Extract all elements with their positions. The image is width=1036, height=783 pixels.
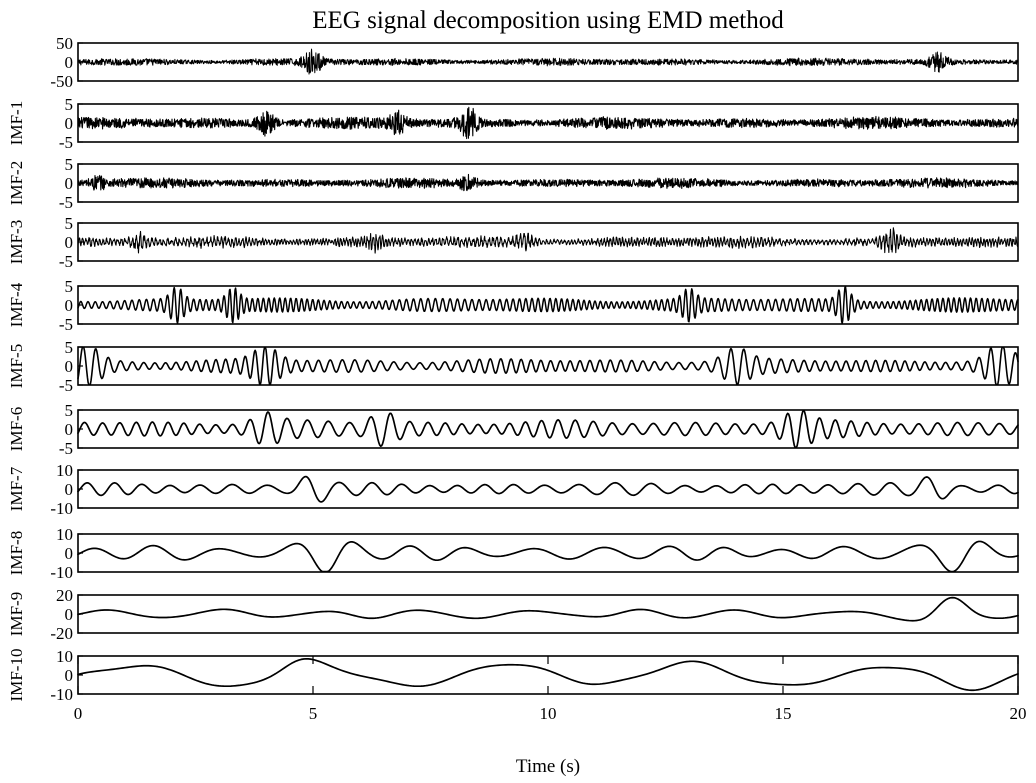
x-tick-label: 20 <box>1010 704 1027 723</box>
series-line-9 <box>77 596 1019 622</box>
panel-imf-2: 50-5 IMF-2 <box>7 155 1019 212</box>
y-axis-label: IMF-8 <box>7 531 26 575</box>
panel-imf-9: 200-20 IMF-9 <box>7 586 1019 643</box>
series-line-1 <box>77 106 1019 140</box>
y-tick-label: 5 <box>65 95 74 114</box>
y-tick-label: 5 <box>65 214 74 233</box>
y-tick-label: 50 <box>56 34 73 53</box>
y-tick-label: -5 <box>59 376 73 395</box>
y-tick-label: 0 <box>65 666 74 685</box>
y-tick-label: -5 <box>59 315 73 334</box>
axes-frame <box>77 469 1019 509</box>
x-tick-label: 15 <box>775 704 792 723</box>
x-tick-label: 10 <box>540 704 557 723</box>
y-axis-label: IMF-10 <box>7 649 26 702</box>
y-tick-label: -5 <box>59 133 73 152</box>
panel-imf-1: 50-5 IMF-1 <box>7 95 1019 152</box>
y-tick-label: 5 <box>65 277 74 296</box>
y-tick-label: -5 <box>59 252 73 271</box>
y-tick-label: -10 <box>50 685 73 704</box>
y-tick-label: 10 <box>56 647 73 666</box>
series-line-3 <box>77 227 1019 254</box>
y-tick-label: -5 <box>59 439 73 458</box>
panel-imf-7: 100-10 IMF-7 <box>7 461 1019 518</box>
y-tick-label: 0 <box>65 357 74 376</box>
y-tick-label: -10 <box>50 499 73 518</box>
y-axis-label: IMF-5 <box>7 344 26 388</box>
axes-frame <box>77 533 1019 573</box>
panel-imf-8: 100-10 IMF-8 <box>7 525 1019 582</box>
panel-imf-3: 50-5 IMF-3 <box>7 214 1019 271</box>
y-tick-label: 5 <box>65 401 74 420</box>
y-axis-label: IMF-7 <box>7 466 26 511</box>
panel-signal: 500-50 <box>50 34 1019 91</box>
series-line-8 <box>77 540 1019 573</box>
y-tick-label: 20 <box>56 586 73 605</box>
series-line-7 <box>77 475 1019 503</box>
x-tick-label: 5 <box>309 704 318 723</box>
panels-group: 500-5050-5IMF-150-5IMF-250-5IMF-350-5IMF… <box>7 34 1019 704</box>
y-tick-label: 10 <box>56 461 73 480</box>
y-tick-label: 0 <box>65 53 74 72</box>
y-tick-label: 0 <box>65 174 74 193</box>
x-axis-label: Time (s) <box>516 756 580 777</box>
series-line-4 <box>77 285 1019 325</box>
panel-imf-5: 50-5 IMF-5 <box>7 338 1019 395</box>
y-tick-label: 0 <box>65 233 74 252</box>
y-tick-label: 10 <box>56 525 73 544</box>
y-tick-label: -50 <box>50 72 73 91</box>
y-axis-label: IMF-3 <box>7 220 26 264</box>
panel-imf-6: 50-5 IMF-6 <box>7 401 1019 458</box>
series-line-10 <box>77 657 1019 692</box>
y-tick-label: -5 <box>59 193 73 212</box>
y-tick-label: 0 <box>65 480 74 499</box>
x-tick-label: 0 <box>74 704 83 723</box>
y-tick-label: 5 <box>65 155 74 174</box>
y-tick-label: 0 <box>65 296 74 315</box>
chart-title: EEG signal decomposition using EMD metho… <box>312 7 784 34</box>
y-tick-label: 0 <box>65 114 74 133</box>
y-tick-label: 5 <box>65 338 74 357</box>
y-tick-label: -20 <box>50 624 73 643</box>
series-line-6 <box>77 409 1019 449</box>
y-axis-label: IMF-2 <box>7 161 26 205</box>
y-axis-label: IMF-1 <box>7 101 26 145</box>
y-tick-label: -10 <box>50 563 73 582</box>
series-line-5 <box>77 346 1019 386</box>
y-tick-label: 0 <box>65 420 74 439</box>
y-tick-label: 0 <box>65 605 74 624</box>
y-axis-label: IMF-6 <box>7 407 26 451</box>
y-axis-label: IMF-4 <box>7 282 26 327</box>
y-tick-label: 0 <box>65 544 74 563</box>
x-axis: 0 5 10 15 20 <box>74 656 1027 723</box>
panel-imf-10: 100-10 IMF-10 <box>7 647 1019 704</box>
panel-imf-4: 50-5 IMF-4 <box>7 277 1019 334</box>
series-line-2 <box>77 173 1019 192</box>
series-line-0 <box>77 48 1019 75</box>
y-axis-label: IMF-9 <box>7 592 26 636</box>
